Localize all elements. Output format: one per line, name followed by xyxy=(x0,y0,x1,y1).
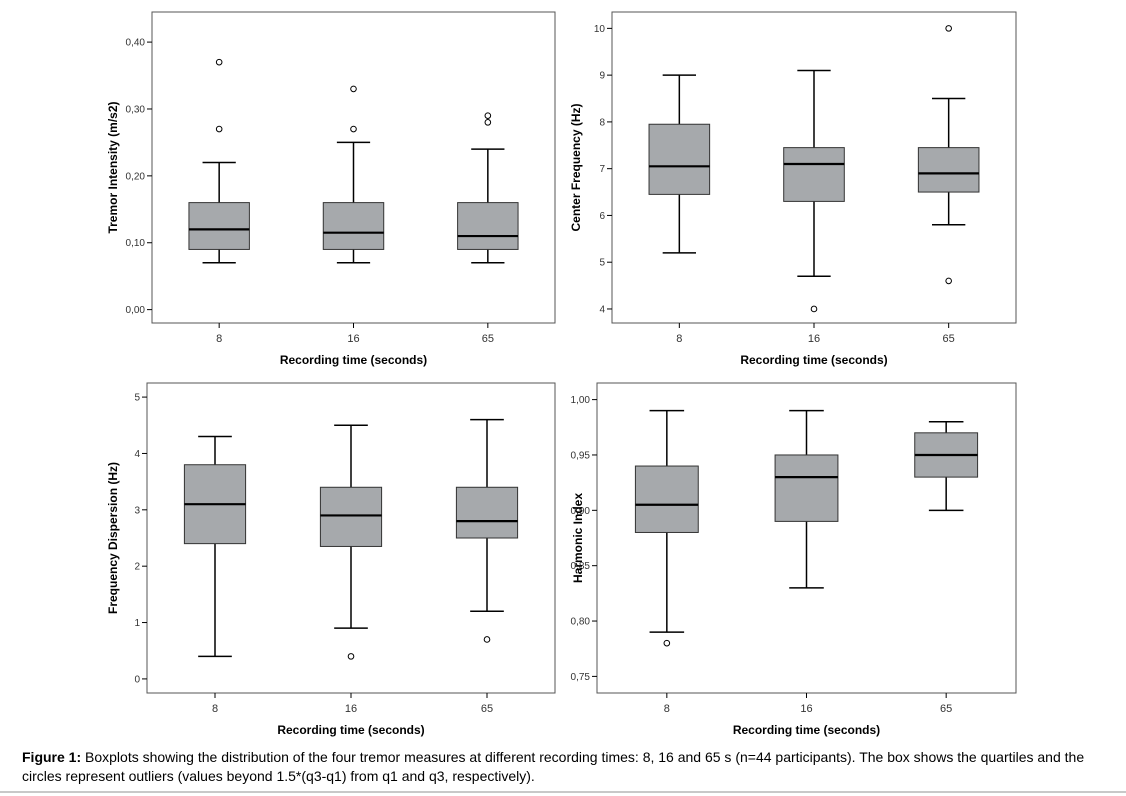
y-tick-label: 10 xyxy=(594,24,606,35)
figure-caption: Figure 1: Boxplots showing the distribut… xyxy=(22,748,1120,786)
box-iqr xyxy=(188,202,250,250)
x-tick-label: 16 xyxy=(808,333,820,345)
box-iqr xyxy=(634,465,699,533)
box-16 xyxy=(322,85,385,264)
x-tick-label: 16 xyxy=(345,703,357,715)
outlier-point xyxy=(347,653,355,660)
x-axis-label: Recording time (seconds) xyxy=(277,723,424,737)
y-tick-label: 0,40 xyxy=(126,38,146,49)
outlier-point xyxy=(483,636,491,643)
outlier-point xyxy=(215,58,223,66)
boxplot-panel-3: 0 1 2 3 4 5 8 16 65 Recording time (seconds) Frequ… xyxy=(106,382,556,737)
outlier-point xyxy=(350,85,357,93)
y-tick-label: 0,00 xyxy=(126,305,146,316)
y-axis-label: Tremor Intensity (m/s2) xyxy=(106,101,120,233)
outlier-point xyxy=(484,112,492,119)
y-axis-label: Frequency Dispersion (Hz) xyxy=(106,462,120,614)
y-axis-label: Center Frequency (Hz) xyxy=(569,103,583,231)
y-tick-label: 8 xyxy=(599,117,605,128)
box-65 xyxy=(455,418,519,643)
y-tick-label: 1 xyxy=(134,618,140,629)
box-8 xyxy=(183,435,247,658)
caption-lead: Figure 1: xyxy=(22,749,82,765)
caption-text: Boxplots showing the distribution of the… xyxy=(22,749,1085,784)
x-axis-label: Recording time (seconds) xyxy=(740,353,887,367)
box-8 xyxy=(634,409,699,647)
outlier-point xyxy=(663,639,671,647)
y-tick-label: 0,20 xyxy=(126,171,146,182)
x-tick-label: 8 xyxy=(664,703,670,715)
box-8 xyxy=(648,74,711,254)
x-tick-label: 8 xyxy=(216,333,222,345)
y-axis-label: Harmonic Index xyxy=(571,493,585,583)
box-65 xyxy=(457,112,519,264)
outlier-point xyxy=(215,125,223,133)
y-tick-label: 0,85 xyxy=(571,561,591,572)
box-iqr xyxy=(322,202,385,250)
y-tick-label: 5 xyxy=(599,258,605,269)
y-tick-label: 0,90 xyxy=(571,506,591,517)
boxplot-panel-2: 4 5 6 7 8 9 10 8 16 65 Recording time (seconds) Cen… xyxy=(569,11,1017,367)
outlier-point xyxy=(945,277,952,285)
box-65 xyxy=(914,421,979,512)
box-16 xyxy=(783,69,845,313)
bottom-divider xyxy=(0,791,1126,793)
y-tick-label: 2 xyxy=(134,562,140,573)
y-tick-label: 5 xyxy=(134,393,140,404)
x-tick-label: 65 xyxy=(943,333,955,345)
y-tick-label: 7 xyxy=(599,164,605,175)
box-16 xyxy=(319,424,383,660)
x-tick-label: 65 xyxy=(481,703,493,715)
y-tick-label: 0,75 xyxy=(571,672,591,683)
box-iqr xyxy=(917,147,980,193)
y-tick-label: 1,00 xyxy=(571,395,591,406)
y-tick-label: 9 xyxy=(599,71,605,82)
x-tick-label: 8 xyxy=(676,333,682,345)
y-tick-label: 0 xyxy=(134,674,140,685)
x-axis-label: Recording time (seconds) xyxy=(280,353,427,367)
box-iqr xyxy=(455,486,519,539)
box-iqr xyxy=(457,202,519,250)
y-tick-label: 4 xyxy=(599,304,605,315)
boxplot-panel-4: 0,75 0,80 0,85 0,90 0,95 1,00 8 16 65 Recording t… xyxy=(571,382,1017,737)
boxplot-panel-1: 0,00 0,10 0,20 0,30 0,40 8 16 65 Recording time … xyxy=(106,11,556,367)
box-iqr xyxy=(648,123,711,195)
box-iqr xyxy=(319,486,383,547)
x-axis-label: Recording time (seconds) xyxy=(733,723,880,737)
outlier-point xyxy=(945,25,952,32)
box-65 xyxy=(917,25,980,285)
box-16 xyxy=(774,409,839,589)
y-tick-label: 0,95 xyxy=(571,450,591,461)
x-tick-label: 65 xyxy=(940,703,952,715)
y-tick-label: 3 xyxy=(134,505,140,516)
x-tick-label: 16 xyxy=(800,703,812,715)
y-tick-label: 0,80 xyxy=(571,617,591,628)
box-8 xyxy=(188,58,250,264)
outlier-point xyxy=(484,119,492,126)
y-tick-label: 0,30 xyxy=(126,104,146,115)
y-tick-label: 0,10 xyxy=(126,238,146,249)
x-tick-label: 16 xyxy=(347,333,359,345)
outlier-point xyxy=(810,305,818,313)
x-tick-label: 65 xyxy=(482,333,494,345)
box-iqr xyxy=(783,147,845,202)
x-tick-label: 8 xyxy=(212,703,218,715)
y-tick-label: 4 xyxy=(134,449,140,460)
box-iqr xyxy=(774,454,839,522)
outlier-point xyxy=(350,125,357,133)
y-tick-label: 6 xyxy=(599,211,605,222)
